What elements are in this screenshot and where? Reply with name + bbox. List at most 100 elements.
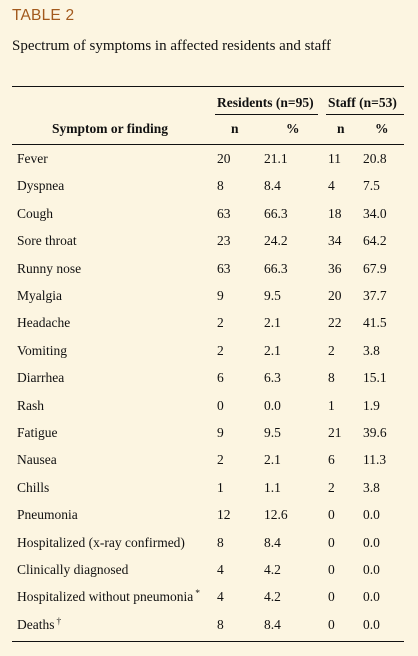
residents-n-cell-text: 23 (217, 233, 231, 248)
symptom-cell-text: Headache (17, 315, 71, 330)
residents-n-cell: 8 (217, 617, 224, 633)
table-row: Rash 0 0.0 1 1.9 (0, 398, 418, 418)
staff-n-cell: 4 (328, 178, 335, 194)
residents-n-cell-text: 63 (217, 206, 231, 221)
residents-n-cell-text: 8 (217, 617, 224, 632)
residents-n-column-header: n (231, 121, 239, 136)
table-row: Sore throat 23 24.2 34 64.2 (0, 233, 418, 253)
table-row: Diarrhea 6 6.3 8 15.1 (0, 370, 418, 390)
residents-pct-cell-text: 6.3 (264, 370, 281, 385)
symptom-cell: Hospitalized without pneumonia * (17, 589, 200, 605)
residents-n-cell-text: 4 (217, 562, 224, 577)
residents-n-cell-text: 20 (217, 151, 231, 166)
residents-pct-cell: 9.5 (264, 425, 281, 441)
residents-pct-cell: 2.1 (264, 452, 281, 468)
staff-n-cell: 0 (328, 535, 335, 551)
symptom-column-header: Symptom or finding (52, 121, 169, 136)
residents-pct-cell-text: 12.6 (264, 507, 288, 522)
residents-n-cell: 1 (217, 480, 224, 496)
staff-n-cell-text: 0 (328, 562, 335, 577)
symptom-cell: Vomiting (17, 343, 67, 359)
staff-pct-cell: 67.9 (363, 261, 387, 277)
residents-n-cell: 23 (217, 233, 231, 249)
symptom-cell: Fatigue (17, 425, 58, 441)
residents-n-cell: 2 (217, 343, 224, 359)
staff-n-cell-text: 0 (328, 617, 335, 632)
staff-pct-cell: 3.8 (363, 480, 380, 496)
staff-pct-cell-text: 0.0 (363, 535, 380, 550)
staff-pct-cell-text: 41.5 (363, 315, 387, 330)
residents-pct-cell-text: 8.4 (264, 535, 281, 550)
symptom-cell-text: Chills (17, 480, 50, 495)
staff-pct-column-header: % (375, 121, 389, 136)
symptom-cell: Headache (17, 315, 70, 331)
residents-group-underline (215, 114, 318, 115)
residents-n-cell: 4 (217, 589, 224, 605)
symptom-cell: Clinically diagnosed (17, 562, 128, 578)
table-row: Cough 63 66.3 18 34.0 (0, 206, 418, 226)
table-row: Myalgia 9 9.5 20 37.7 (0, 288, 418, 308)
residents-pct-cell-text: 9.5 (264, 288, 281, 303)
residents-pct-cell: 4.2 (264, 589, 281, 605)
residents-pct-cell: 8.4 (264, 617, 281, 633)
staff-n-cell: 20 (328, 288, 342, 304)
residents-pct-cell-text: 4.2 (264, 589, 281, 604)
residents-pct-cell: 8.4 (264, 535, 281, 551)
staff-n-cell: 21 (328, 425, 342, 441)
residents-n-cell: 63 (217, 206, 231, 222)
symptom-cell: Chills (17, 480, 49, 496)
table-row: Hospitalized without pneumonia * 4 4.2 0 0.0 (0, 589, 418, 609)
staff-n-cell-text: 21 (328, 425, 342, 440)
staff-n-cell-text: 1 (328, 398, 335, 413)
residents-pct-cell-text: 21.1 (264, 151, 288, 166)
symptom-cell-text: Deaths (17, 617, 55, 632)
symptom-cell: Myalgia (17, 288, 62, 304)
residents-n-cell-text: 6 (217, 370, 224, 385)
staff-pct-cell: 1.9 (363, 398, 380, 414)
symptom-cell: Pneumonia (17, 507, 78, 523)
residents-pct-cell: 4.2 (264, 562, 281, 578)
residents-n-cell: 4 (217, 562, 224, 578)
symptom-cell: Runny nose (17, 261, 81, 277)
table-row: Fatigue 9 9.5 21 39.6 (0, 425, 418, 445)
residents-n-cell-text: 9 (217, 425, 224, 440)
staff-n-cell: 0 (328, 589, 335, 605)
table-row: Pneumonia 12 12.6 0 0.0 (0, 507, 418, 527)
residents-n-cell: 20 (217, 151, 231, 167)
staff-pct-cell: 41.5 (363, 315, 387, 331)
staff-n-cell: 8 (328, 370, 335, 386)
symptom-cell-text: Nausea (17, 452, 57, 467)
staff-n-cell-text: 4 (328, 178, 335, 193)
residents-n-cell-text: 9 (217, 288, 224, 303)
footnote-marker: † (56, 617, 62, 627)
symptom-cell-text: Rash (17, 398, 44, 413)
staff-n-cell: 0 (328, 507, 335, 523)
staff-pct-cell: 39.6 (363, 425, 387, 441)
staff-n-cell: 6 (328, 452, 335, 468)
residents-pct-cell-text: 8.4 (264, 178, 281, 193)
residents-n-cell-text: 8 (217, 178, 224, 193)
staff-pct-cell: 0.0 (363, 507, 380, 523)
staff-n-cell-text: 0 (328, 535, 335, 550)
residents-pct-cell-text: 66.3 (264, 261, 288, 276)
staff-n-cell-text: 0 (328, 507, 335, 522)
symptom-cell-text: Myalgia (17, 288, 62, 303)
table-row: Headache 2 2.1 22 41.5 (0, 315, 418, 335)
staff-pct-cell-text: 64.2 (363, 233, 387, 248)
residents-n-cell-text: 12 (217, 507, 231, 522)
residents-n-cell: 6 (217, 370, 224, 386)
residents-n-cell-text: 1 (217, 480, 224, 495)
bottom-rule (12, 641, 404, 642)
residents-pct-cell: 8.4 (264, 178, 281, 194)
residents-pct-cell: 1.1 (264, 480, 281, 496)
staff-pct-cell-text: 11.3 (363, 452, 387, 467)
residents-pct-cell: 66.3 (264, 261, 288, 277)
symptom-cell: Fever (17, 151, 48, 167)
table-label: TABLE 2 (12, 7, 75, 24)
staff-pct-cell: 3.8 (363, 343, 380, 359)
symptom-cell: Deaths † (17, 617, 61, 633)
symptom-cell-text: Hospitalized (x-ray confirmed) (17, 535, 185, 550)
staff-pct-cell: 7.5 (363, 178, 380, 194)
staff-n-cell-text: 2 (328, 343, 335, 358)
residents-pct-cell-text: 2.1 (264, 343, 281, 358)
